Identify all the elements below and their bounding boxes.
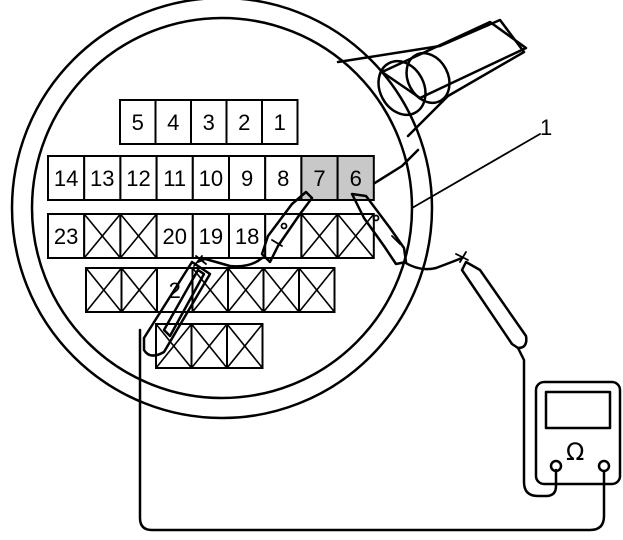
terminal-label: 1 [274,110,286,135]
terminal-pin: 11 [155,155,194,201]
terminal-pin: 3 [190,99,228,145]
terminal-cavity-empty [83,213,122,259]
terminal-pin: 14 [47,155,86,201]
probe-clip-terminal-7 [260,190,314,264]
terminal-label: 2 [238,110,250,135]
terminal-cavity-empty [298,267,336,313]
terminal-pin: 4 [154,99,192,145]
terminal-pin: 1 [261,99,299,145]
terminal-pin: 20 [155,213,194,259]
terminal-cavity-empty [227,267,265,313]
terminal-label: 20 [162,224,186,249]
terminal-label: 10 [199,166,223,191]
terminal-pin: 10 [191,155,231,201]
terminal-cavity-empty [155,323,193,369]
terminal-cavity-empty [85,267,123,313]
terminal-pin: 23 [47,213,86,259]
terminal-pin: 12 [119,155,158,201]
terminal-label: 7 [313,166,325,191]
terminal-grid: 5 4 3 2 114 13 12 11 10 9 8 7 623 20 19 182 [47,99,375,369]
terminal-label: 4 [167,110,179,135]
terminal-label: 6 [350,166,362,191]
meter-display [544,390,612,430]
ohmmeter: Ω [534,380,622,486]
terminal-label: 9 [241,166,253,191]
terminal-label: 5 [132,110,144,135]
handle-cylinder [377,20,528,117]
right-test-probe [455,251,558,498]
terminal-cavity-empty [190,323,228,369]
terminal-cavity-empty [300,213,339,259]
terminal-label: 11 [163,166,186,191]
terminal-pin: 5 [119,99,157,145]
callout-1: 1 [411,115,552,209]
ohm-symbol: Ω [566,438,584,466]
meter-terminal-left [549,459,563,473]
terminal-label: 13 [90,166,114,191]
terminal-label: 18 [235,224,259,249]
terminal-pin: 2 [225,99,263,145]
terminal-label: 3 [203,110,215,135]
terminal-cavity-empty [262,267,300,313]
probe-clip-terminal-6 [350,192,464,271]
terminal-pin: 9 [228,155,267,201]
terminal-pin: 19 [191,213,231,259]
terminal-label: 23 [54,224,78,249]
terminal-cavity-empty [336,213,375,259]
left-test-probe [138,255,606,532]
terminal-label: 12 [126,166,150,191]
terminal-label: 19 [199,224,223,249]
terminal-cavity-empty [119,213,158,259]
terminal-label: 8 [277,166,289,191]
terminal-pin: 18 [228,213,267,259]
component-handle [336,18,528,188]
terminal-cavity-empty [191,267,229,313]
callout-label: 1 [540,115,552,140]
terminal-pin: 13 [83,155,122,201]
terminal-pin: 8 [264,155,303,201]
terminal-label: 14 [54,166,78,191]
meter-terminal-right [597,459,611,473]
terminal-cavity-empty [120,267,158,313]
terminal-cavity-empty [226,323,264,369]
